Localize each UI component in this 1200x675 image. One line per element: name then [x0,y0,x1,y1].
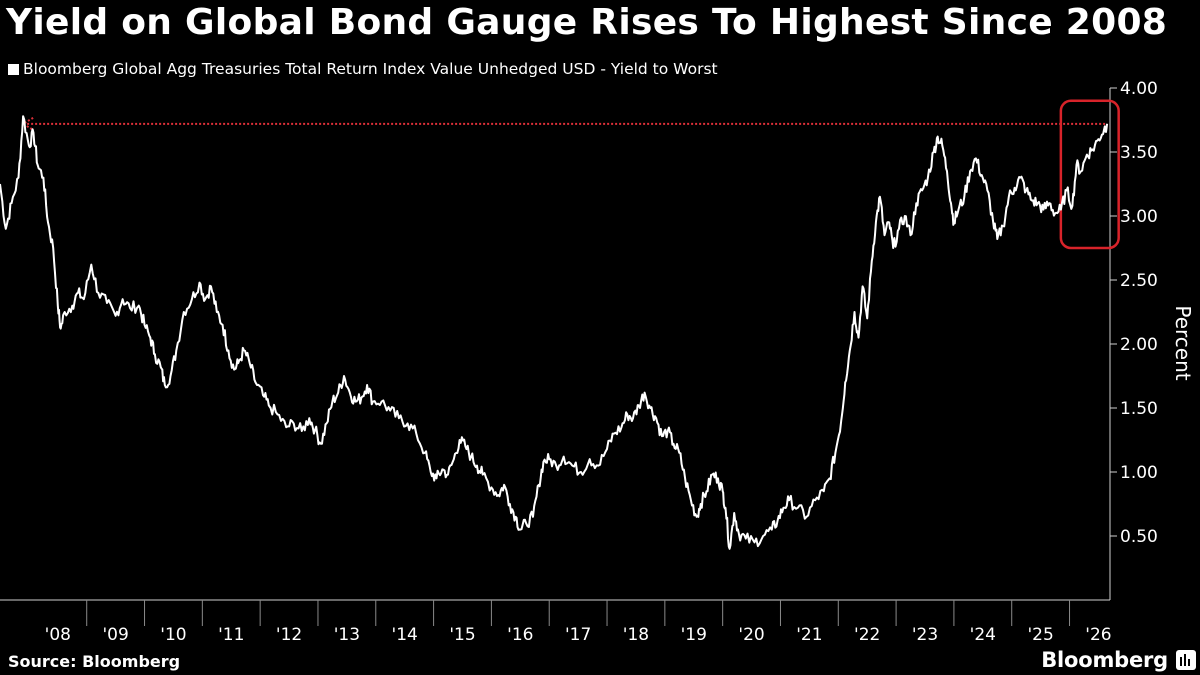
highlight-box [1059,99,1120,250]
x-tick-label: '23 [912,625,938,645]
x-tick-label: '08 [45,625,71,645]
y-tick-label: 3.50 [1120,143,1158,163]
x-tick-label: '10 [160,625,186,645]
y-tick-label: 2.00 [1120,335,1158,355]
y-tick-label: 0.50 [1120,527,1158,547]
axes: '08 '09 '10 '11 '12 '13 '14 '15 '16 '17 '18 '19 '20 '… [0,79,1158,645]
x-tick-label: '19 [681,625,707,645]
y-tick-label: 1.50 [1120,399,1158,419]
series-layer [0,115,1109,550]
x-tick-label: '20 [738,625,764,645]
legend-series-label: Bloomberg Global Agg Treasuries Total Re… [23,60,718,78]
y-tick-label: 2.50 [1120,271,1158,291]
legend: Bloomberg Global Agg Treasuries Total Re… [8,60,718,78]
x-tick-label: '21 [796,625,822,645]
brand-logo-text: Bloomberg [1041,648,1168,672]
x-tick-label: '18 [623,625,649,645]
x-tick-label: '25 [1027,625,1053,645]
y-tick-label: 1.00 [1120,463,1158,483]
x-tick-label: '17 [565,625,591,645]
x-tick-label: '09 [102,625,128,645]
x-tick-label: '15 [449,625,475,645]
x-tick-label: '14 [392,625,418,645]
x-tick-label: '11 [218,625,244,645]
series-line-yield [0,115,1109,550]
x-tick-label: '22 [854,625,880,645]
x-tick-label: '26 [1085,625,1111,645]
x-tick-label: '12 [276,625,302,645]
chart-title: Yield on Global Bond Gauge Rises To High… [6,2,1168,43]
x-tick-label: '24 [970,625,996,645]
y-tick-label: 4.00 [1120,79,1158,99]
y-tick-label: 3.00 [1120,207,1158,227]
y-axis-label: Percent [1171,305,1195,380]
legend-swatch [8,63,19,75]
reference-layer [21,99,1120,250]
source-note: Source: Bloomberg [8,652,181,671]
x-tick-label: '16 [507,625,533,645]
bloomberg-icon [1176,650,1196,670]
x-tick-label: '13 [334,625,360,645]
